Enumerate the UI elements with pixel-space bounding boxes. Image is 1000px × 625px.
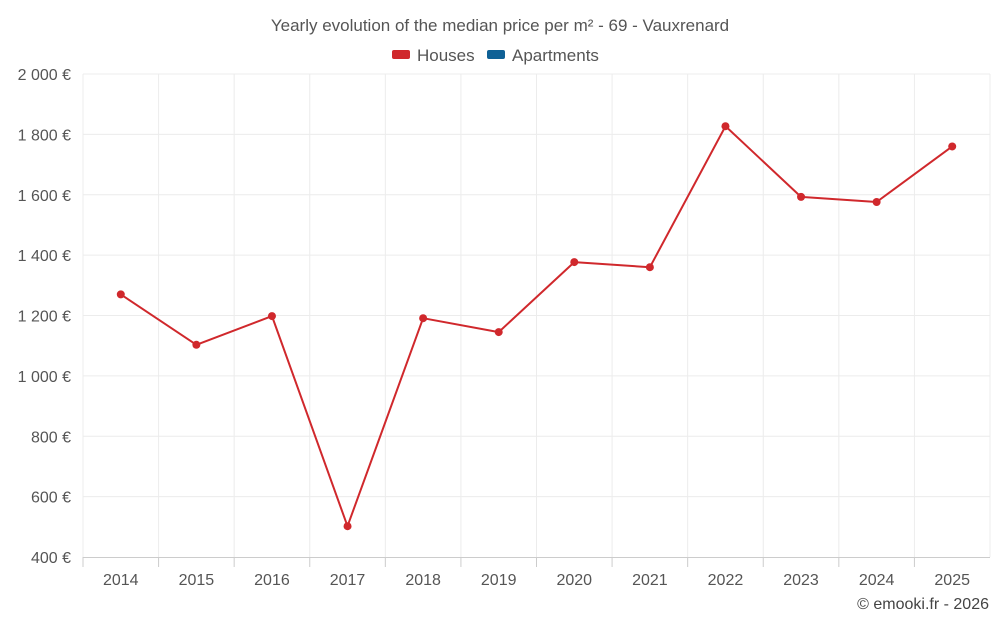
- y-tick-label: 1 800 €: [18, 127, 71, 144]
- x-tick-label: 2018: [405, 572, 441, 589]
- chart-title: Yearly evolution of the median price per…: [271, 16, 729, 35]
- legend-item-apartments[interactable]: Apartments: [487, 46, 599, 65]
- data-point[interactable]: [948, 142, 957, 151]
- y-tick-label: 1 000 €: [18, 369, 71, 386]
- x-tick-label: 2021: [632, 572, 668, 589]
- legend-item-houses[interactable]: Houses: [392, 46, 475, 65]
- y-tick-label: 800 €: [31, 429, 71, 446]
- data-point[interactable]: [872, 197, 881, 206]
- legend-swatch-houses: [392, 50, 410, 59]
- data-point[interactable]: [267, 312, 276, 321]
- series-line-houses: [120, 125, 953, 528]
- data-point[interactable]: [343, 522, 352, 531]
- data-point[interactable]: [645, 263, 654, 272]
- y-axis: 400 € 600 € 800 € 1 000 € 1 200 € 1 400 € 1 60…: [18, 67, 71, 567]
- y-tick-label: 400 €: [31, 550, 71, 567]
- x-tick-label: 2014: [103, 572, 139, 589]
- series-layer: [116, 122, 957, 531]
- grid: [82, 73, 991, 557]
- x-tick-label: 2025: [934, 572, 970, 589]
- x-tick-label: 2016: [254, 572, 290, 589]
- y-tick-label: 1 200 €: [18, 309, 71, 326]
- x-tick-label: 2020: [556, 572, 592, 589]
- legend-swatch-apartments: [487, 50, 505, 59]
- data-point[interactable]: [192, 340, 201, 349]
- data-point[interactable]: [419, 314, 428, 323]
- legend-label-apartments: Apartments: [512, 46, 599, 65]
- data-point[interactable]: [494, 328, 503, 337]
- y-tick-label: 2 000 €: [18, 67, 71, 84]
- x-tick-label: 2019: [481, 572, 517, 589]
- y-tick-label: 600 €: [31, 490, 71, 507]
- x-axis: 2014 2015 2016 2017 2018 2019 2020 2021 2022 2023…: [82, 557, 990, 589]
- x-tick-label: 2022: [708, 572, 744, 589]
- legend-label-houses: Houses: [417, 46, 475, 65]
- x-tick-label: 2015: [179, 572, 215, 589]
- credit-text: © emooki.fr - 2026: [857, 596, 989, 613]
- x-tick-label: 2017: [330, 572, 366, 589]
- legend: Houses Apartments: [392, 46, 599, 65]
- x-tick-label: 2023: [783, 572, 819, 589]
- y-tick-label: 1 600 €: [18, 188, 71, 205]
- x-tick-label: 2024: [859, 572, 895, 589]
- data-point[interactable]: [116, 290, 125, 299]
- y-tick-label: 1 400 €: [18, 248, 71, 265]
- data-point[interactable]: [721, 122, 730, 131]
- data-point[interactable]: [570, 258, 579, 267]
- data-point[interactable]: [797, 192, 806, 201]
